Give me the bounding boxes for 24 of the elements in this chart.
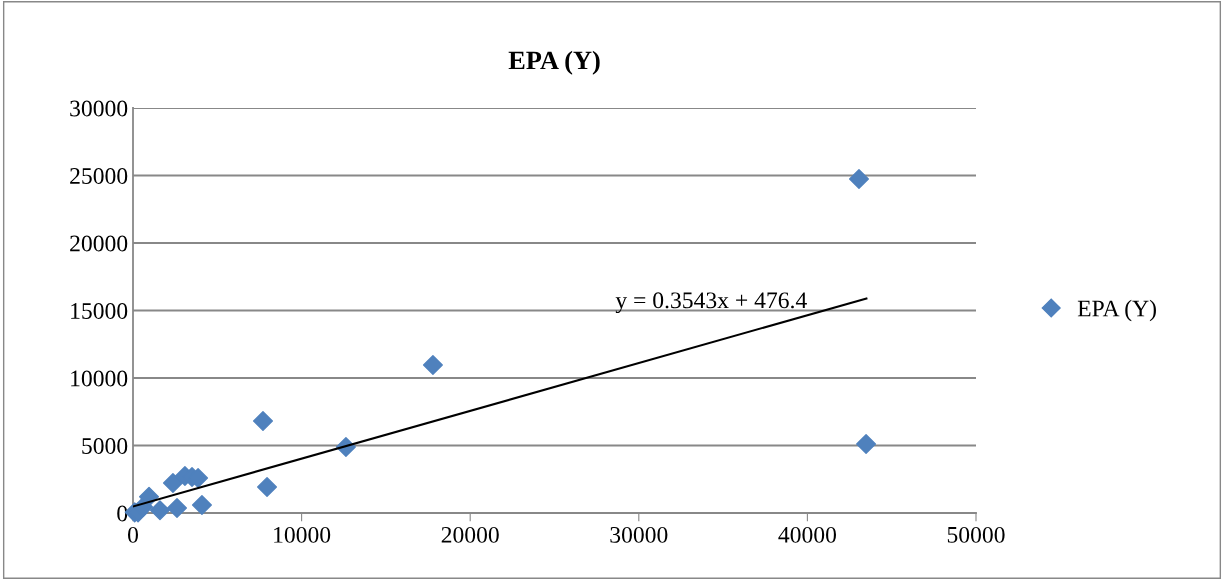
point bbox=[856, 434, 877, 455]
x-tick-label: 40000 bbox=[778, 526, 837, 543]
x-tick-label: 30000 bbox=[610, 526, 668, 543]
y-tick-label: 25000 bbox=[70, 167, 128, 184]
point bbox=[422, 355, 443, 376]
point bbox=[166, 497, 188, 519]
legend-label: EPA (Y) bbox=[1077, 299, 1156, 322]
y-tick-label: 5000 bbox=[82, 437, 128, 454]
y-tick-label: 20000 bbox=[70, 235, 128, 252]
point bbox=[191, 495, 212, 516]
y-tick-label: 10000 bbox=[71, 370, 128, 387]
y-tick-label: 30000 bbox=[70, 100, 128, 117]
point bbox=[149, 500, 170, 521]
chart-title: EPA (Y) bbox=[508, 50, 600, 75]
point bbox=[848, 168, 870, 190]
x-tick-label: 20000 bbox=[441, 526, 499, 543]
point bbox=[252, 411, 274, 432]
y-tick-label: 15000 bbox=[71, 302, 128, 319]
point bbox=[257, 476, 278, 497]
x-tick-label: 50000 bbox=[947, 526, 1005, 543]
x-tick-label: 10000 bbox=[274, 526, 331, 543]
point bbox=[139, 486, 160, 507]
point bbox=[162, 473, 183, 494]
annotation: y = 0.3543x + 476.4 bbox=[615, 292, 807, 314]
